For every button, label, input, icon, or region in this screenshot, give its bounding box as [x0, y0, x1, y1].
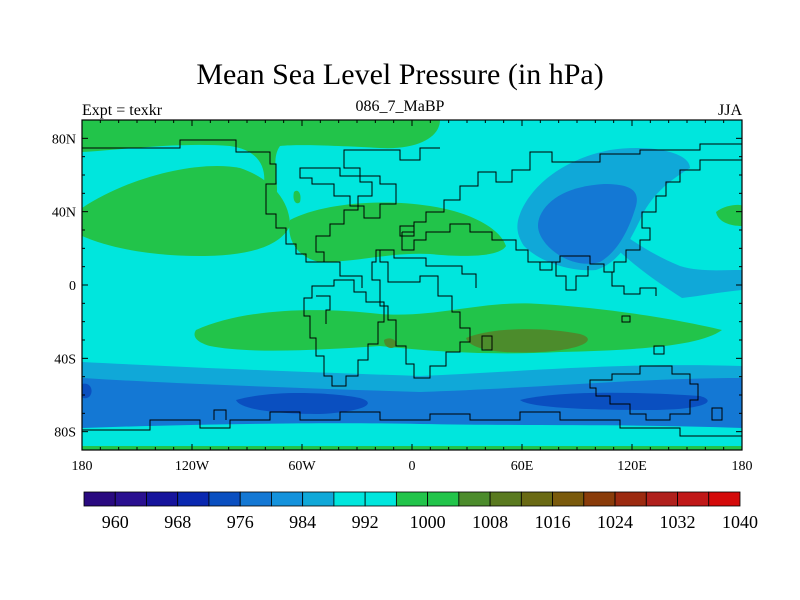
coast-central-america	[324, 261, 363, 288]
colorbar-label: 1008	[472, 512, 508, 532]
colorbar-swatch	[302, 491, 335, 507]
colorbar-swatch	[458, 491, 491, 507]
axis-labels: 180 120W 60W 0 60E 120E 180 80N 40N 0 40S 80S	[52, 132, 753, 474]
colorbar-swatch	[614, 491, 647, 507]
colorbar-label: 976	[227, 512, 254, 532]
colorbar-swatch	[364, 491, 397, 507]
colorbar-label: 1024	[597, 512, 633, 532]
colorbar-label: 1032	[660, 512, 696, 532]
coastlines	[82, 139, 742, 437]
coast-south-america-inner	[316, 295, 331, 324]
lon-tick-label: 120E	[617, 459, 647, 474]
coast-antarctica	[82, 411, 742, 437]
lat-tick-label: 0	[69, 279, 76, 294]
experiment-label: Expt = texkr	[82, 102, 163, 119]
coast-south-america	[303, 279, 385, 387]
coast-greenland	[299, 167, 397, 219]
contour-1016-south-indian-high	[466, 329, 588, 353]
colorbar-swatch	[489, 491, 522, 507]
season-label: JJA	[717, 102, 742, 119]
colorbar-label: 984	[289, 512, 316, 532]
coast-antarctic-peninsula	[213, 409, 227, 420]
coast-madagascar	[481, 335, 493, 351]
coast-australia	[589, 365, 699, 421]
colorbar-label: 968	[164, 512, 191, 532]
axis-ticks	[81, 119, 743, 451]
coast-africa	[371, 249, 471, 379]
contour-1008-arctic-band	[82, 120, 440, 204]
colorbar-swatch	[146, 491, 179, 507]
contour-984-asian-low-core	[538, 184, 637, 264]
chart-title: Mean Sea Level Pressure (in hPa)	[196, 58, 604, 91]
coast-africa-north	[376, 249, 477, 288]
coast-pacific-islands	[621, 315, 665, 355]
colorbar-swatch	[114, 491, 147, 507]
colorbar-swatch	[708, 491, 741, 507]
colorbar-label: 1000	[410, 512, 446, 532]
coast-europe	[402, 143, 742, 233]
lon-tick-label: 180	[72, 459, 93, 474]
contour-976-southern-low-west	[236, 393, 368, 414]
lon-tick-label: 120W	[175, 459, 210, 474]
coast-asia	[552, 159, 742, 273]
coast-southeast-asia	[604, 271, 657, 296]
coast-north-america	[82, 139, 440, 263]
lat-tick-label: 80N	[52, 132, 76, 147]
contour-1008-north-atlantic-high	[289, 202, 506, 262]
coast-mediterranean	[401, 223, 502, 251]
lon-tick-label: 180	[732, 459, 753, 474]
colorbar-swatch	[520, 491, 553, 507]
colorbar-label: 1040	[722, 512, 758, 532]
lat-tick-label: 40S	[54, 352, 76, 367]
colorbar-swatch	[583, 491, 616, 507]
colorbar-label: 992	[352, 512, 379, 532]
contour-992-pacific-tongue	[620, 236, 742, 298]
colorbar-swatch	[83, 491, 116, 507]
colorbar-swatch	[395, 491, 429, 507]
colorbar-swatch	[427, 491, 460, 507]
contour-1008-greenland-patch	[293, 190, 301, 204]
contour-field	[82, 120, 742, 450]
period-label: 086_7_MaBP	[355, 98, 445, 115]
lon-tick-label: 0	[409, 459, 416, 474]
lon-tick-label: 60W	[288, 459, 316, 474]
colorbar: 960 968 976 984 992 1000 1008 1016 1024 1032 1040	[83, 491, 758, 532]
colorbar-swatch	[645, 491, 678, 507]
colorbar-swatch	[208, 491, 241, 507]
colorbar-swatch	[271, 491, 304, 507]
colorbar-label: 960	[102, 512, 129, 532]
lat-tick-label: 40N	[52, 206, 76, 221]
coast-new-zealand	[711, 407, 723, 421]
contour-976-southern-low-east	[520, 392, 708, 410]
contour-1008-east-pacific-edge	[716, 204, 742, 226]
colorbar-swatch	[677, 491, 710, 507]
colorbar-swatch	[177, 491, 210, 507]
lat-tick-label: 80S	[54, 426, 76, 441]
contour-1008-north-pacific-high	[82, 165, 290, 256]
coast-arabia	[502, 239, 553, 271]
coast-north-pacific-islands	[399, 225, 415, 237]
colorbar-label: 1016	[535, 512, 571, 532]
contour-1000-polar-cap	[82, 423, 742, 450]
colorbar-swatch	[239, 491, 272, 507]
contour-1016-south-america-spot	[384, 338, 397, 348]
lon-tick-label: 60E	[511, 459, 534, 474]
colorbar-swatch	[333, 491, 366, 507]
coast-india	[540, 261, 589, 291]
colorbar-swatch	[552, 491, 585, 507]
